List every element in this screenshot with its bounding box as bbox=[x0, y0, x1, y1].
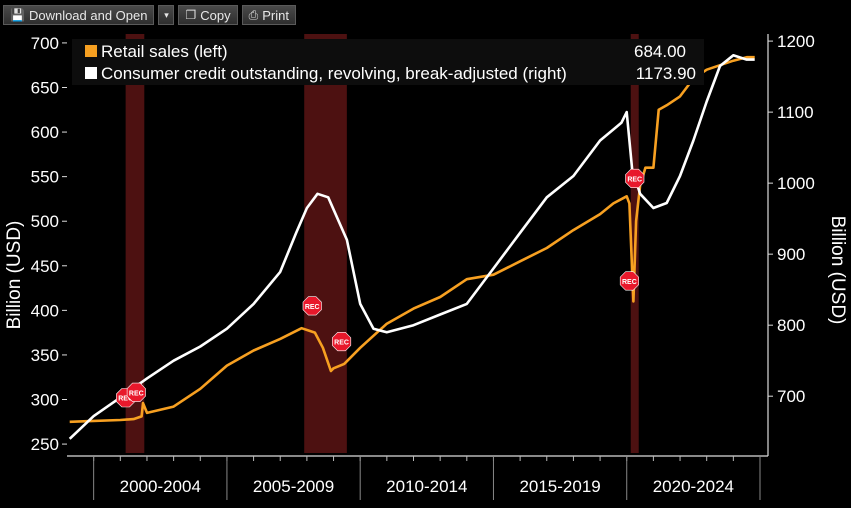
copy-label: Copy bbox=[200, 7, 231, 23]
right-tick-label-1200: 1200 bbox=[777, 32, 815, 51]
print-label: Print bbox=[262, 7, 289, 23]
right-tick-label-1100: 1100 bbox=[777, 103, 814, 122]
left-tick-label-550: 550 bbox=[31, 168, 59, 187]
dropdown-arrow-icon: ▾ bbox=[164, 9, 169, 20]
legend-background bbox=[72, 39, 704, 85]
rec-marker-shape-5 bbox=[619, 271, 639, 291]
legend-label-credit: Consumer credit outstanding, revolving, … bbox=[101, 64, 567, 83]
left-axis-title: Billion (USD) bbox=[4, 221, 25, 330]
toolbar: 💾 Download and Open ▾ ❐ Copy ⎙ Print bbox=[0, 0, 851, 30]
axes: 250 300 350 400 450 500 550 600 650 700 700 800 900 1… bbox=[4, 32, 848, 500]
rec-marker-shape-4 bbox=[625, 168, 645, 188]
legend-swatch-retail bbox=[85, 45, 97, 57]
x-tick-label-2: 2010-2014 bbox=[386, 477, 467, 496]
print-button[interactable]: ⎙ Print bbox=[241, 5, 296, 25]
series-line-retail-sales bbox=[69, 55, 755, 424]
rec-marker-shape-1 bbox=[126, 382, 146, 402]
legend-value-credit: 1173.90 bbox=[636, 64, 696, 83]
right-tick-label-1000: 1000 bbox=[777, 174, 815, 193]
legend-value-retail: 684.00 bbox=[634, 42, 686, 61]
printer-icon: ⎙ bbox=[248, 7, 259, 22]
download-and-open-button[interactable]: 💾 Download and Open bbox=[3, 5, 155, 25]
recession-band-0 bbox=[125, 34, 145, 453]
left-tick-label-350: 350 bbox=[31, 346, 59, 365]
chart-area: 250 300 350 400 450 500 550 600 650 700 700 800 900 1… bbox=[0, 30, 851, 503]
series-line-consumer-credit bbox=[68, 53, 755, 440]
legend-label-retail: Retail sales (left) bbox=[101, 42, 228, 61]
left-tick-label-450: 450 bbox=[31, 257, 59, 276]
rec-marker-shape-2 bbox=[302, 296, 322, 316]
rec-marker-label-2: REC bbox=[305, 304, 320, 311]
rec-marker-shape-3 bbox=[331, 331, 352, 352]
x-tick-label-0: 2000-2004 bbox=[120, 477, 201, 496]
right-tick-label-700: 700 bbox=[777, 387, 805, 406]
rec-marker-label-0: REC bbox=[118, 396, 133, 403]
rec-marker-label-5: REC bbox=[622, 279, 637, 286]
right-tick-label-800: 800 bbox=[777, 316, 805, 335]
left-tick-label-650: 650 bbox=[31, 78, 59, 97]
right-axis-title: Billion (USD) bbox=[827, 216, 848, 325]
left-tick-label-500: 500 bbox=[31, 212, 59, 231]
chart-svg: 250 300 350 400 450 500 550 600 650 700 700 800 900 1… bbox=[4, 32, 848, 500]
download-label: Download and Open bbox=[28, 7, 148, 23]
left-tick-label-250: 250 bbox=[31, 435, 59, 454]
legend: Retail sales (left) 684.00 Consumer cred… bbox=[72, 39, 704, 85]
recession-bands bbox=[125, 34, 639, 453]
rec-marker-label-4: REC bbox=[627, 176, 642, 183]
legend-swatch-credit bbox=[85, 67, 97, 79]
x-tick-label-3: 2015-2019 bbox=[519, 477, 600, 496]
left-tick-label-300: 300 bbox=[31, 391, 59, 410]
x-tick-label-4: 2020-2024 bbox=[653, 477, 734, 496]
left-tick-label-400: 400 bbox=[31, 301, 59, 320]
right-tick-label-900: 900 bbox=[777, 245, 805, 264]
series-lines bbox=[68, 53, 755, 440]
left-tick-label-600: 600 bbox=[31, 123, 59, 142]
download-options-dropdown[interactable]: ▾ bbox=[158, 5, 175, 25]
rec-marker-label-3: REC bbox=[334, 340, 349, 347]
x-tick-label-1: 2005-2009 bbox=[253, 477, 334, 496]
copy-icon: ❐ bbox=[185, 8, 197, 22]
recession-band-1 bbox=[304, 34, 347, 453]
save-icon: 💾 bbox=[10, 8, 25, 22]
rec-marker-label-1: REC bbox=[129, 390, 144, 397]
copy-button[interactable]: ❐ Copy bbox=[178, 5, 238, 25]
left-tick-label-700: 700 bbox=[31, 34, 59, 53]
